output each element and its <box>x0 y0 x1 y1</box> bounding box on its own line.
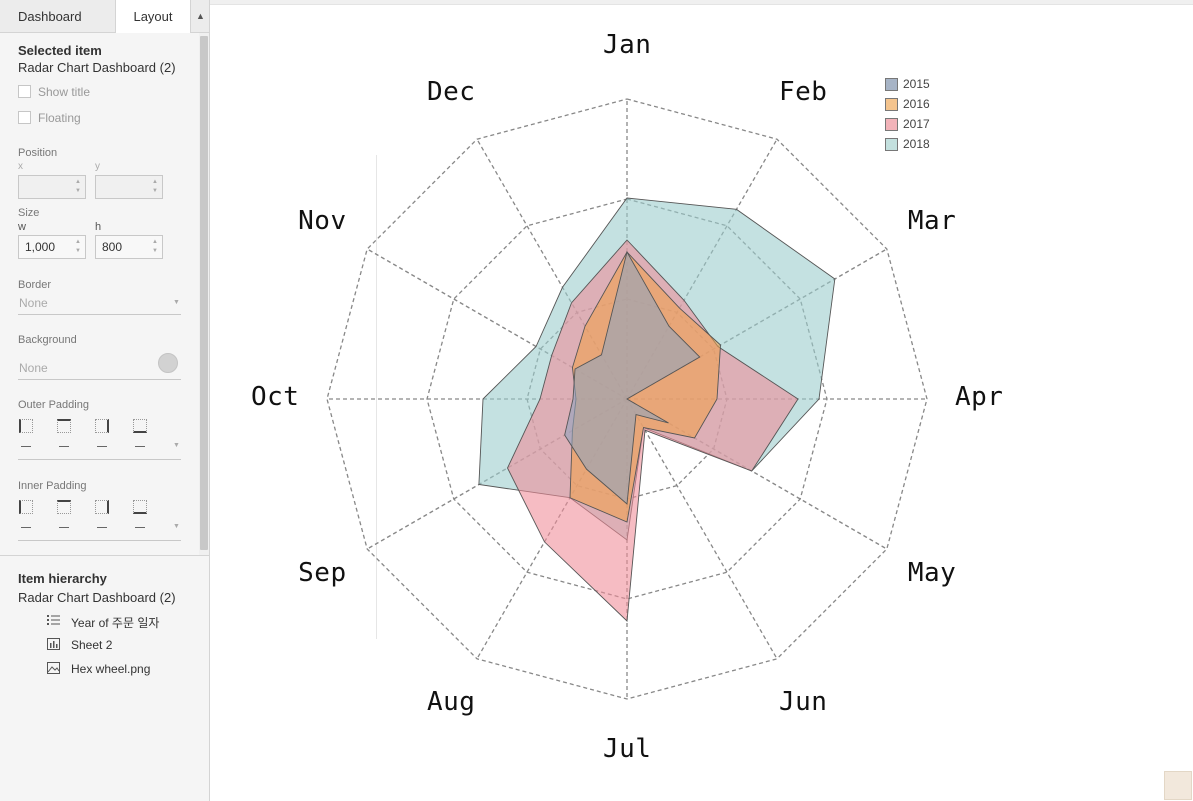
legend-swatch-2017 <box>885 118 898 131</box>
y-position-input[interactable]: ▲ ▼ <box>95 175 163 199</box>
layout-guide-line <box>376 155 377 639</box>
h-label: h <box>95 221 102 233</box>
tab-layout[interactable]: Layout <box>116 0 190 33</box>
inner-padding-right-value[interactable] <box>97 527 107 528</box>
tab-dashboard[interactable]: Dashboard <box>0 0 116 32</box>
inner-padding-underline <box>18 540 181 541</box>
axis-label-aug: Aug <box>427 686 476 717</box>
legend-swatch-2015 <box>885 78 898 91</box>
image-icon <box>47 662 60 674</box>
y-label: y <box>95 161 100 172</box>
selected-item-header: Selected item <box>18 43 102 58</box>
legend-swatch-2018 <box>885 138 898 151</box>
outer-padding-label: Outer Padding <box>18 399 89 411</box>
border-dropdown-underline <box>18 314 181 315</box>
item-hierarchy-header: Item hierarchy <box>18 571 107 586</box>
hierarchy-item-sheet[interactable]: Sheet 2 <box>71 638 113 652</box>
width-value: 1,000 <box>25 240 56 254</box>
border-label: Border <box>18 279 52 291</box>
panel-menu-icon[interactable]: ▲ <box>190 0 210 32</box>
axis-label-dec: Dec <box>427 77 476 108</box>
radar-ring <box>326 98 928 700</box>
legend-label-2016: 2016 <box>903 97 930 111</box>
radar-spoke-jun <box>626 398 778 660</box>
outer-padding-bottom-value[interactable] <box>135 446 145 447</box>
background-dropdown[interactable]: None <box>19 361 48 375</box>
width-input[interactable]: 1,000 ▲ ▼ <box>18 235 86 259</box>
legend-label-2018: 2018 <box>903 137 930 151</box>
inner-padding-left-value[interactable] <box>21 527 31 528</box>
floating-label: Floating <box>38 111 81 125</box>
w-label: w <box>18 221 26 233</box>
border-dropdown[interactable]: None <box>19 296 48 310</box>
border-chevron-down-icon[interactable]: ▼ <box>173 299 180 306</box>
series-area-2015[interactable] <box>564 250 701 505</box>
canvas-top-strip <box>210 0 1193 5</box>
hierarchy-item-legend[interactable]: Year of 주문 일자 <box>71 616 160 630</box>
legend-label-2017: 2017 <box>903 117 930 131</box>
inner-padding-bottom-icon[interactable] <box>133 500 147 514</box>
floating-checkbox[interactable] <box>18 111 31 124</box>
axis-label-jan: Jan <box>603 30 652 60</box>
axis-label-jul: Jul <box>603 734 652 764</box>
width-stepper-icon[interactable]: ▲ ▼ <box>75 239 81 254</box>
axis-label-sep: Sep <box>298 558 347 588</box>
inner-padding-chevron-down-icon[interactable]: ▼ <box>173 523 180 530</box>
outer-padding-bottom-icon[interactable] <box>133 419 147 433</box>
inner-padding-top-icon[interactable] <box>57 500 71 514</box>
height-input[interactable]: 800 ▲ ▼ <box>95 235 163 259</box>
inner-padding-right-icon[interactable] <box>95 500 109 514</box>
hierarchy-item-image[interactable]: Hex wheel.png <box>71 662 151 676</box>
x-stepper-icon[interactable]: ▲ ▼ <box>75 179 81 194</box>
outer-padding-chevron-down-icon[interactable]: ▼ <box>173 442 180 449</box>
outer-padding-left-value[interactable] <box>21 446 31 447</box>
size-label: Size <box>18 207 40 219</box>
inner-padding-top-value[interactable] <box>59 527 69 528</box>
height-value: 800 <box>102 240 123 254</box>
axis-label-feb: Feb <box>779 77 828 108</box>
axis-label-nov: Nov <box>298 206 347 236</box>
legend-swatch-2016 <box>885 98 898 111</box>
selected-item-name: Radar Chart Dashboard (2) <box>18 60 176 75</box>
show-title-label: Show title <box>38 85 91 99</box>
hierarchy-root[interactable]: Radar Chart Dashboard (2) <box>18 590 176 605</box>
y-stepper-icon[interactable]: ▲ ▼ <box>152 179 158 194</box>
hierarchy-divider <box>0 555 209 556</box>
tableau-logo-icon <box>1164 771 1192 800</box>
outer-padding-right-value[interactable] <box>97 446 107 447</box>
axis-label-oct: Oct <box>251 382 300 412</box>
legend-icon <box>47 614 60 626</box>
axis-label-jun: Jun <box>779 686 828 717</box>
worksheet-icon <box>47 638 60 650</box>
background-color-swatch[interactable] <box>158 353 178 373</box>
inner-padding-left-icon[interactable] <box>19 500 33 514</box>
background-label: Background <box>18 334 77 346</box>
inner-padding-bottom-value[interactable] <box>135 527 145 528</box>
radar-chart <box>326 98 928 700</box>
axis-label-apr: Apr <box>955 382 1004 412</box>
height-stepper-icon[interactable]: ▲ ▼ <box>152 239 158 254</box>
panel-scrollbar-thumb[interactable] <box>200 36 208 550</box>
x-label: x <box>18 161 23 172</box>
outer-padding-left-icon[interactable] <box>19 419 33 433</box>
outer-padding-right-icon[interactable] <box>95 419 109 433</box>
outer-padding-top-icon[interactable] <box>57 419 71 433</box>
inner-padding-label: Inner Padding <box>18 480 87 492</box>
panel-tabs: Dashboard Layout ▲ <box>0 0 209 33</box>
show-title-checkbox[interactable] <box>18 85 31 98</box>
axis-label-mar: Mar <box>907 206 957 236</box>
x-position-input[interactable]: ▲ ▼ <box>18 175 86 199</box>
legend-label-2015: 2015 <box>903 77 930 91</box>
background-dropdown-underline <box>18 379 181 380</box>
axis-label-may: May <box>907 558 957 588</box>
position-label: Position <box>18 147 58 159</box>
outer-padding-top-value[interactable] <box>59 446 69 447</box>
layout-panel: Dashboard Layout ▲ Selected item Radar C… <box>0 0 210 801</box>
outer-padding-underline <box>18 459 181 460</box>
